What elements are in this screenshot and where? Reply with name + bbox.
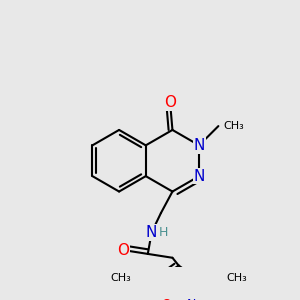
Text: N: N [194, 169, 205, 184]
Text: O: O [161, 298, 171, 300]
Text: CH₃: CH₃ [226, 273, 247, 283]
Text: CH₃: CH₃ [110, 273, 131, 283]
Text: CH₃: CH₃ [224, 121, 244, 131]
Text: N: N [194, 138, 205, 153]
Text: N: N [187, 298, 196, 300]
Text: N: N [146, 225, 157, 240]
Text: O: O [117, 243, 129, 258]
Text: O: O [164, 95, 176, 110]
Text: H: H [158, 226, 168, 239]
